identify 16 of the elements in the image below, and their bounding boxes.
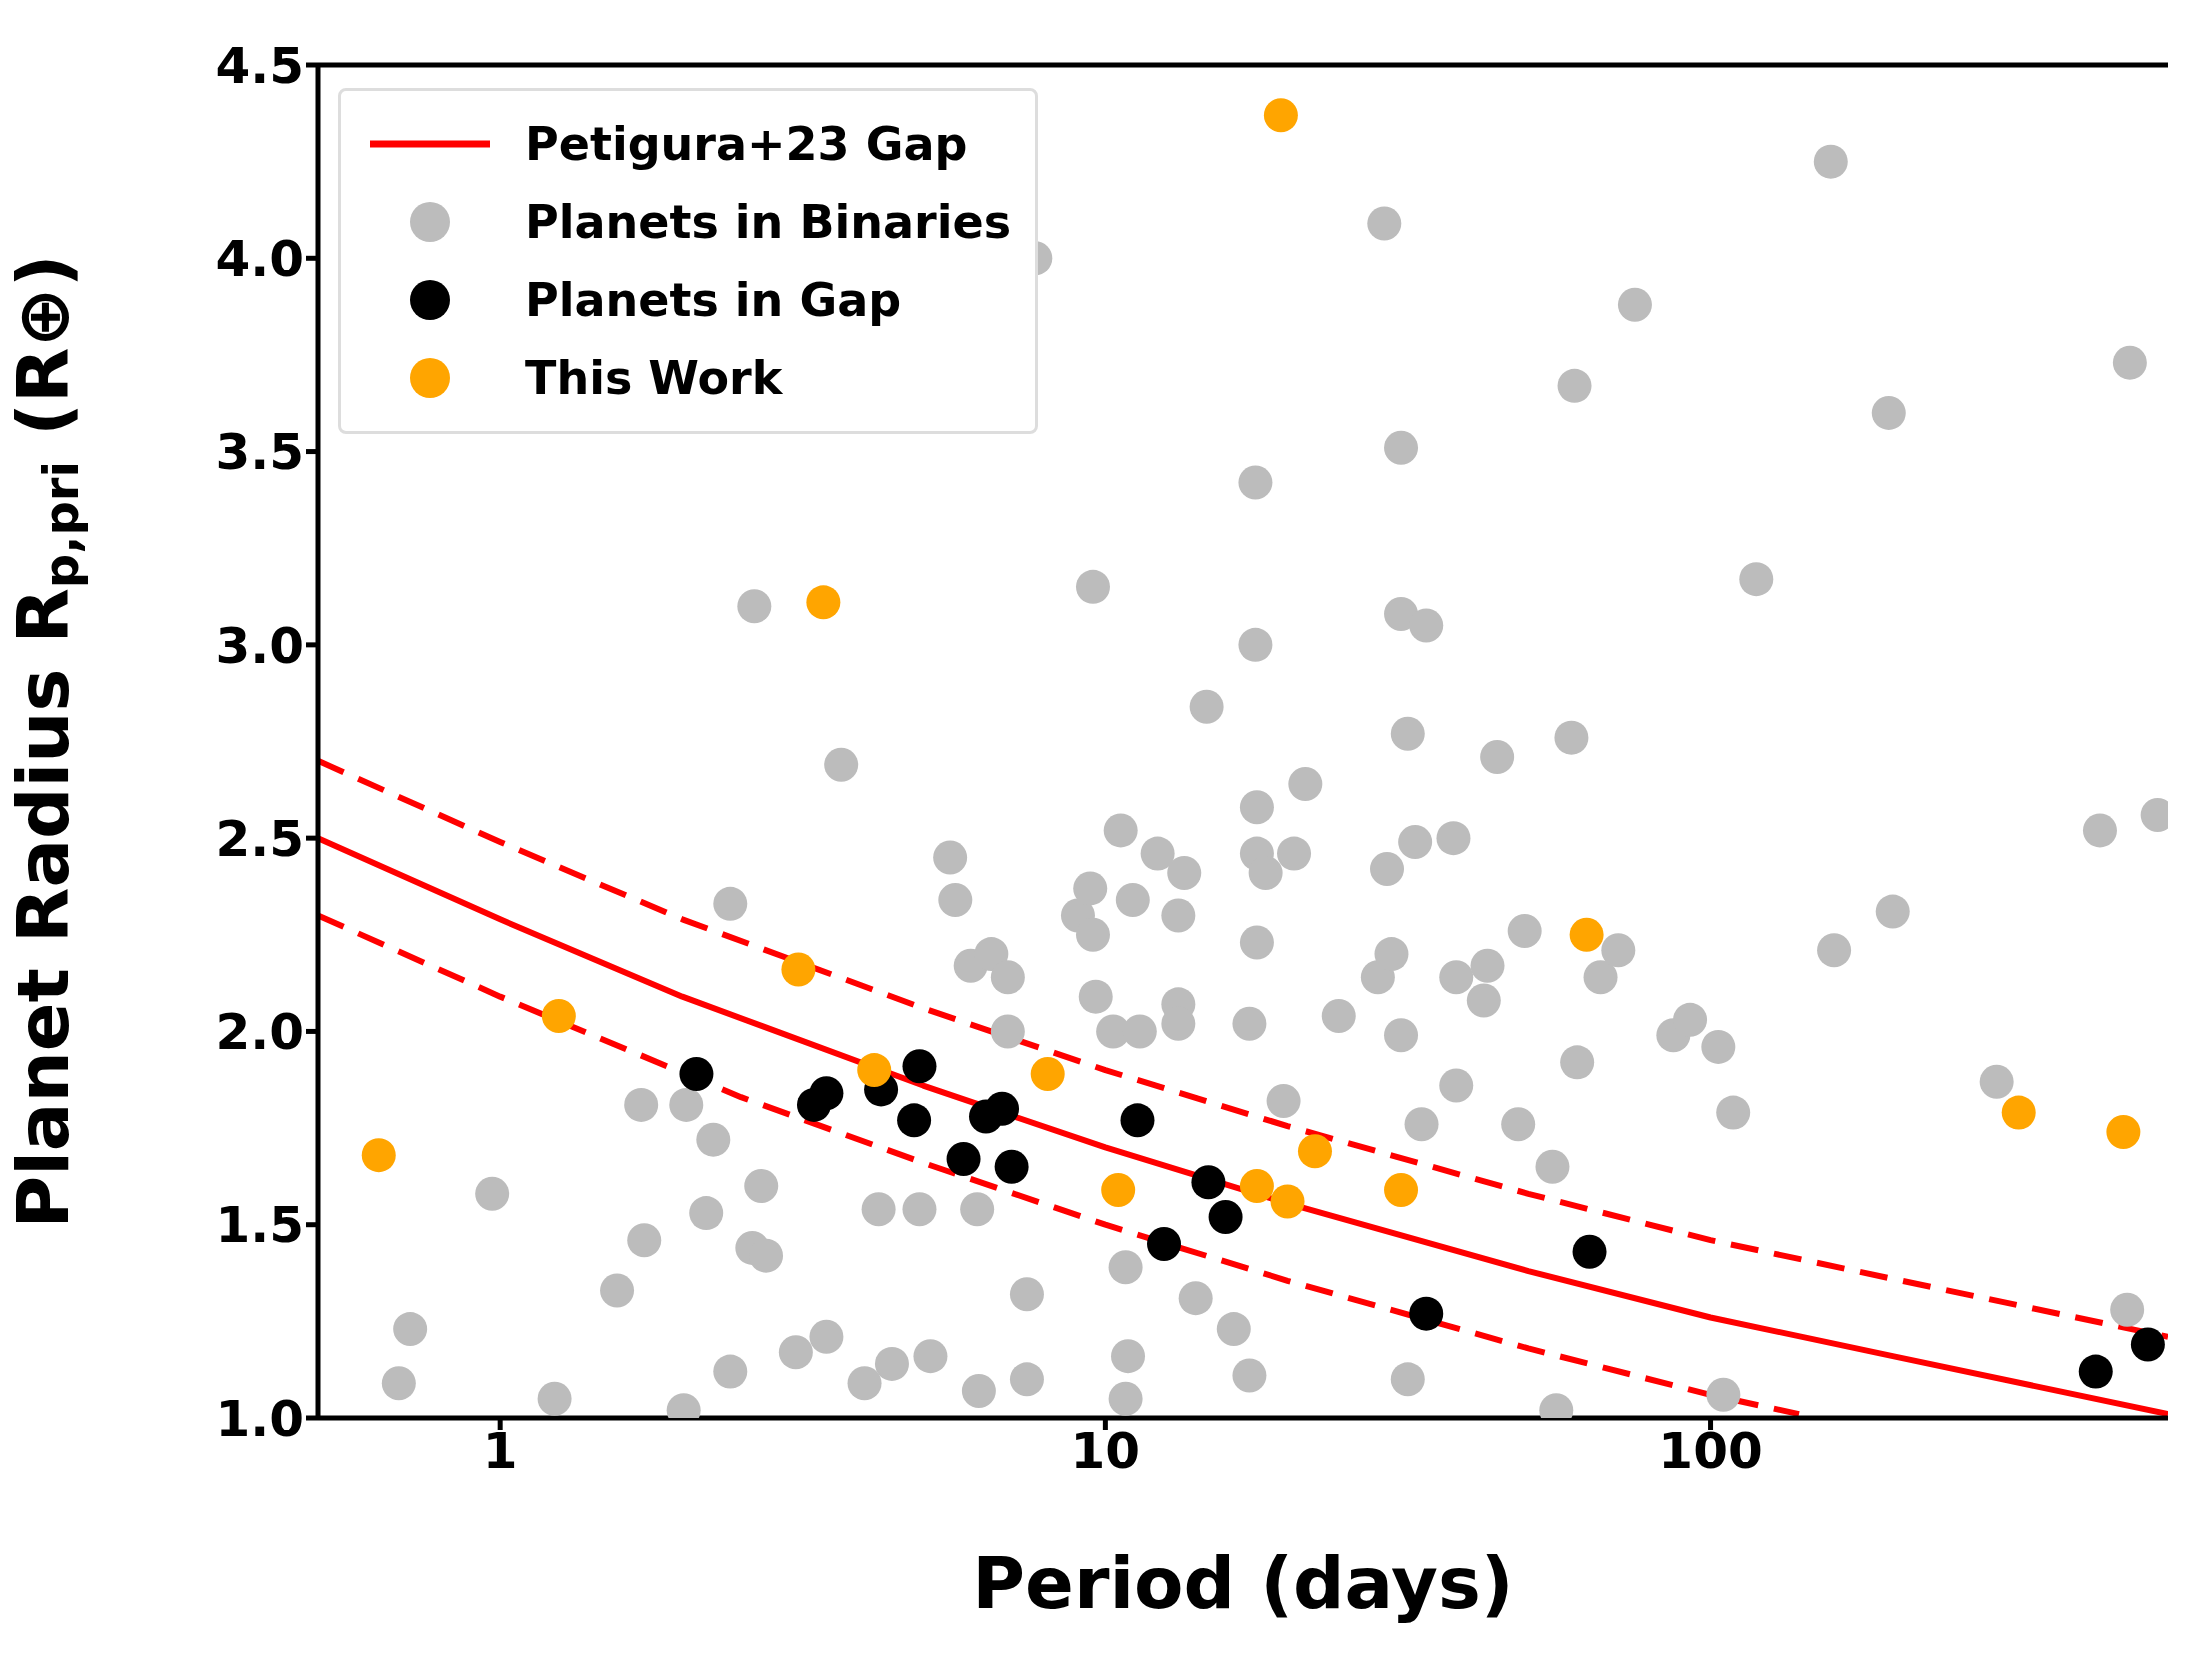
y-tick-label: 1.0 [215,1389,304,1448]
x-tick-label: 10 [1070,1421,1141,1480]
y-tick-label: 1.5 [215,1196,304,1255]
x-tick-label: 100 [1658,1421,1763,1480]
y-tick-label: 4.5 [215,36,304,95]
legend-label: Planets in Gap [525,273,902,327]
legend-label: This Work [525,351,783,405]
x-axis-title: Period (days) [972,1541,1514,1625]
y-tick-label: 2.0 [215,1003,304,1062]
x-tick-label: 1 [482,1421,518,1480]
y-tick-label: 4.0 [215,230,304,289]
y-tick-label: 3.0 [215,616,304,675]
legend-label: Petigura+23 Gap [525,117,968,171]
legend-label: Planets in Binaries [525,195,1012,249]
y-tick-label: 2.5 [215,809,304,868]
y-tick-label: 3.5 [215,423,304,482]
